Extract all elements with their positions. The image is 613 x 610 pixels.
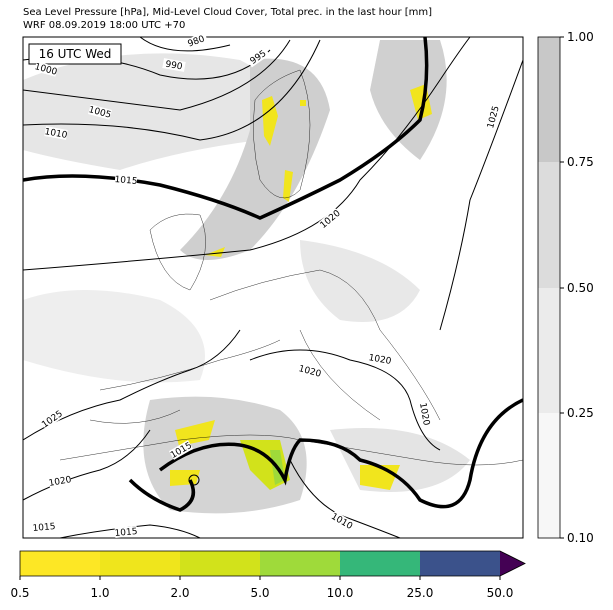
isobar-label-bg [114, 526, 138, 538]
tick-label: 0.50 [567, 281, 594, 295]
cloud-colorbar-ticks: 1.00 0.75 0.50 0.25 0.10 [560, 30, 594, 545]
tick-label: 1.00 [567, 30, 594, 44]
tick-label: 50.0 [487, 586, 514, 600]
isobar-label-bg [40, 408, 64, 430]
isobar-label-bg [168, 440, 194, 460]
isobar-label-bg [34, 61, 58, 77]
isobar-label-bg [183, 32, 209, 50]
isobar-label-bg [162, 58, 186, 72]
isobar-label-bg [418, 402, 432, 426]
tick-label: 1.0 [90, 586, 109, 600]
map [23, 37, 523, 538]
isobar-label-bg [48, 474, 72, 488]
isobar-label: 1020 [368, 353, 393, 367]
isobar-label-bg [44, 126, 68, 140]
isobar-label-bg [32, 521, 56, 533]
tick-label: 2.0 [170, 586, 189, 600]
title: Sea Level Pressure [hPa], Mid-Level Clou… [23, 7, 432, 18]
time-label: 16 UTC Wed [39, 47, 112, 61]
isobar-label-bg [368, 352, 392, 366]
tick-label: 0.25 [567, 406, 594, 420]
isobar-label-bg [114, 174, 138, 186]
isobar-label-bg [298, 363, 322, 379]
isobar-label: 1020 [417, 402, 431, 427]
time-box [28, 43, 122, 65]
tick-label: 25.0 [407, 586, 434, 600]
map-frame [22, 36, 524, 539]
tick-label: 0.10 [567, 531, 594, 545]
isobar-label-bg [318, 208, 342, 230]
isobar-label-bg [329, 511, 355, 531]
isobar-label: 1020 [48, 475, 73, 489]
isobar-label-bg [88, 104, 112, 120]
low-center [188, 474, 200, 486]
isobar-label: 1015 [114, 527, 138, 539]
isobar-label: 990 [164, 60, 183, 73]
precip-colorbar [19, 550, 526, 577]
cloud-colorbar [537, 36, 561, 539]
isobar-label-bg [485, 105, 501, 129]
isobar-label: 1015 [32, 522, 56, 534]
subtitle: WRF 08.09.2019 18:00 UTC +70 [23, 20, 185, 31]
precip-colorbar-ticks: 0.5 1.0 2.0 5.0 10.0 25.0 50.0 [10, 576, 513, 600]
isobar-label: 1015 [114, 175, 138, 187]
tick-label: 0.75 [567, 155, 594, 169]
isobar-label-bg [246, 46, 270, 68]
isobar-label: 1010 [44, 127, 69, 141]
isobars [23, 37, 523, 538]
tick-label: 10.0 [327, 586, 354, 600]
tick-label: 5.0 [250, 586, 269, 600]
tick-label: 0.5 [10, 586, 29, 600]
